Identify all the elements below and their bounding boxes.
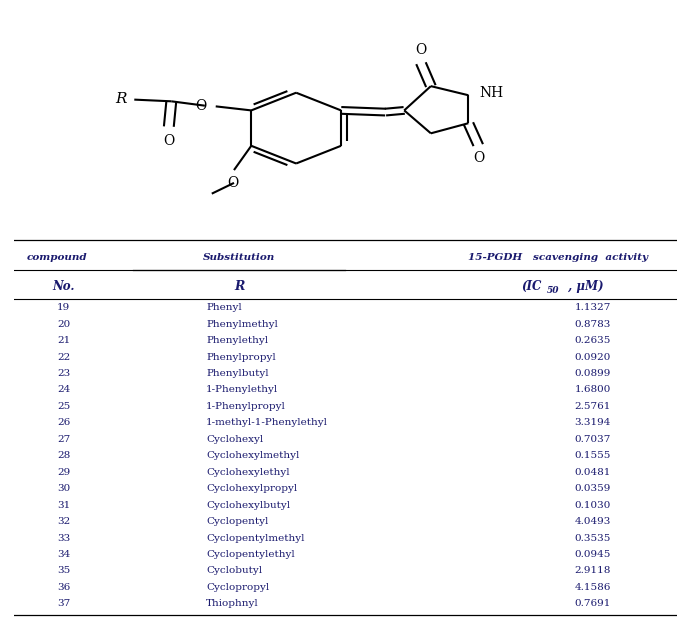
- Text: 24: 24: [57, 386, 70, 394]
- Text: 0.0359: 0.0359: [574, 484, 611, 493]
- Text: O: O: [196, 99, 207, 112]
- Text: (IC: (IC: [521, 279, 542, 292]
- Text: 23: 23: [57, 369, 70, 378]
- Text: O: O: [163, 134, 174, 148]
- Text: Phenylmethyl: Phenylmethyl: [206, 320, 278, 329]
- Text: 35: 35: [57, 566, 70, 576]
- Text: Cyclohexylbutyl: Cyclohexylbutyl: [206, 501, 290, 510]
- Text: 29: 29: [57, 468, 70, 477]
- Text: 50: 50: [547, 286, 559, 296]
- Text: 19: 19: [57, 303, 70, 312]
- Text: 1.1327: 1.1327: [574, 303, 611, 312]
- Text: 26: 26: [57, 419, 70, 427]
- Text: Phenyl: Phenyl: [206, 303, 242, 312]
- Text: O: O: [473, 151, 485, 165]
- Text: 2.9118: 2.9118: [574, 566, 611, 576]
- Text: Cyclobutyl: Cyclobutyl: [206, 566, 263, 576]
- Text: 28: 28: [57, 451, 70, 460]
- Text: R: R: [234, 279, 245, 292]
- Text: O: O: [415, 43, 426, 57]
- Text: No.: No.: [53, 279, 75, 292]
- Text: 36: 36: [57, 583, 70, 592]
- Text: Thiophnyl: Thiophnyl: [206, 599, 259, 609]
- Text: Phenylpropyl: Phenylpropyl: [206, 353, 276, 361]
- Text: Cyclohexylethyl: Cyclohexylethyl: [206, 468, 290, 477]
- Text: Cyclopentylethyl: Cyclopentylethyl: [206, 550, 295, 559]
- Text: 20: 20: [57, 320, 70, 329]
- Text: NH: NH: [480, 86, 503, 99]
- Text: 0.7037: 0.7037: [574, 435, 611, 444]
- Text: 0.3535: 0.3535: [574, 533, 611, 543]
- Text: 3.3194: 3.3194: [574, 419, 611, 427]
- Text: Substitution: Substitution: [203, 253, 276, 261]
- Text: compound: compound: [27, 253, 87, 261]
- Text: Cyclohexylpropyl: Cyclohexylpropyl: [206, 484, 297, 493]
- Text: 0.0481: 0.0481: [574, 468, 611, 477]
- Text: 1.6800: 1.6800: [574, 386, 611, 394]
- Text: 0.1555: 0.1555: [574, 451, 611, 460]
- Text: 27: 27: [57, 435, 70, 444]
- Text: 4.0493: 4.0493: [574, 517, 611, 526]
- Text: 30: 30: [57, 484, 70, 493]
- Text: 31: 31: [57, 501, 70, 510]
- Text: Phenylbutyl: Phenylbutyl: [206, 369, 269, 378]
- Text: 21: 21: [57, 336, 70, 345]
- Text: O: O: [227, 176, 238, 190]
- Text: 32: 32: [57, 517, 70, 526]
- Text: 1-Phenylethyl: 1-Phenylethyl: [206, 386, 278, 394]
- Text: 34: 34: [57, 550, 70, 559]
- Text: 2.5761: 2.5761: [574, 402, 611, 411]
- Text: Cyclopropyl: Cyclopropyl: [206, 583, 269, 592]
- Text: Cyclopentylmethyl: Cyclopentylmethyl: [206, 533, 305, 543]
- Text: , μM): , μM): [565, 279, 604, 292]
- Text: 4.1586: 4.1586: [574, 583, 611, 592]
- Text: 1-Phenylpropyl: 1-Phenylpropyl: [206, 402, 286, 411]
- Text: Phenylethyl: Phenylethyl: [206, 336, 268, 345]
- Text: 0.0945: 0.0945: [574, 550, 611, 559]
- Text: 0.1030: 0.1030: [574, 501, 611, 510]
- Text: 0.2635: 0.2635: [574, 336, 611, 345]
- Text: 22: 22: [57, 353, 70, 361]
- Text: 15-PGDH   scavenging  activity: 15-PGDH scavenging activity: [468, 253, 647, 261]
- Text: Cyclohexylmethyl: Cyclohexylmethyl: [206, 451, 300, 460]
- Text: 0.8783: 0.8783: [574, 320, 611, 329]
- Text: Cyclohexyl: Cyclohexyl: [206, 435, 263, 444]
- Text: 0.0920: 0.0920: [574, 353, 611, 361]
- Text: 37: 37: [57, 599, 70, 609]
- Text: R: R: [115, 92, 127, 106]
- Text: 0.0899: 0.0899: [574, 369, 611, 378]
- Text: 25: 25: [57, 402, 70, 411]
- Text: 33: 33: [57, 533, 70, 543]
- Text: 1-methyl-1-Phenylethyl: 1-methyl-1-Phenylethyl: [206, 419, 328, 427]
- Text: 0.7691: 0.7691: [574, 599, 611, 609]
- Text: Cyclopentyl: Cyclopentyl: [206, 517, 269, 526]
